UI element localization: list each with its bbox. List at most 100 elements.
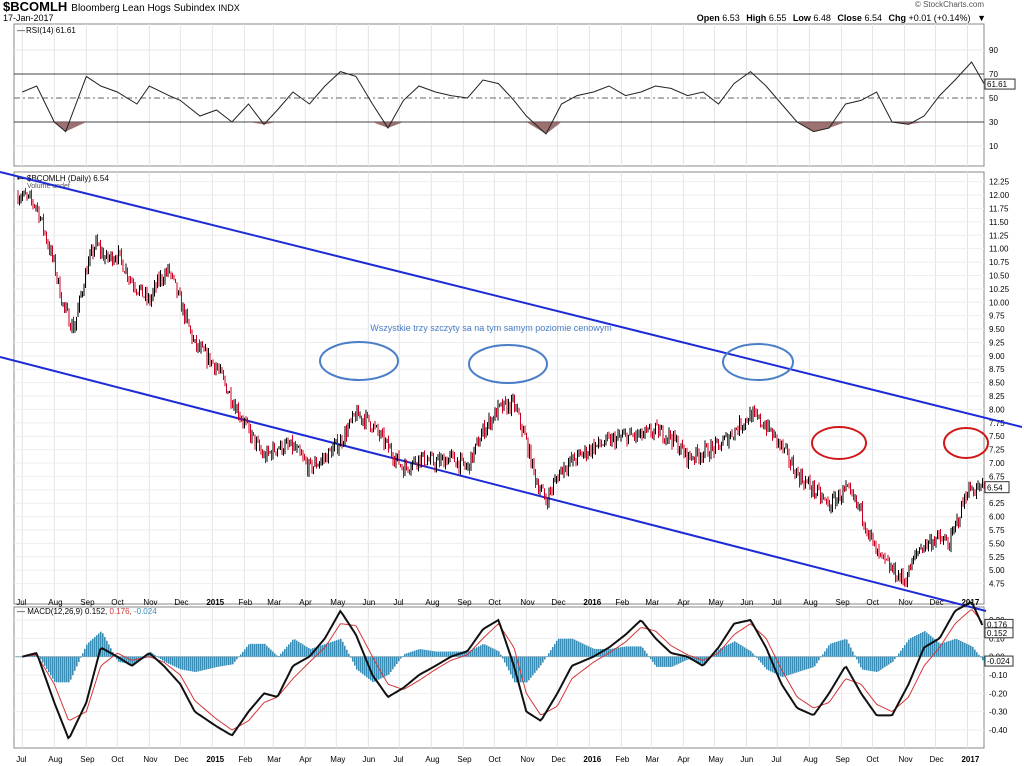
macd-histogram-bar (792, 656, 794, 674)
macd-histogram-bar (588, 646, 590, 657)
macd-histogram-bar (910, 637, 912, 657)
macd-histogram-bar (196, 656, 198, 672)
macd-histogram-bar (932, 637, 934, 657)
x-tick-label-mid: Feb (615, 598, 629, 607)
macd-histogram-bar (902, 647, 904, 657)
macd-histogram-bar (360, 656, 362, 673)
x-tick-label-mid: Dec (929, 598, 943, 607)
price-y-tick-label: 8.00 (989, 405, 1005, 414)
macd-histogram-bar (666, 656, 668, 667)
macd-histogram-bar (72, 656, 74, 676)
price-y-tick-label: 7.50 (989, 432, 1005, 441)
macd-histogram-bar (960, 640, 962, 657)
macd-histogram-bar (770, 656, 772, 672)
macd-histogram-bar (524, 656, 526, 683)
price-y-tick-label: 6.00 (989, 513, 1005, 522)
macd-histogram-bar (198, 656, 200, 672)
macd-histogram-bar (304, 645, 306, 657)
macd-histogram-bar (100, 631, 102, 657)
macd-histogram-bar (332, 641, 334, 657)
macd-histogram-bar (512, 656, 514, 679)
macd-histogram-bar (982, 656, 984, 661)
macd-histogram-bar (618, 647, 620, 657)
macd-histogram-bar (892, 656, 894, 662)
x-tick-label-bottom: 2016 (583, 755, 601, 764)
high-value: 6.55 (768, 13, 787, 23)
macd-histogram-bar (270, 649, 272, 657)
macd-histogram-bar (534, 656, 536, 673)
macd-histogram-bar (172, 656, 174, 666)
macd-histogram-bar (82, 653, 84, 657)
macd-y-tick-label: -0.20 (989, 689, 1008, 698)
x-tick-label-mid: Jul (16, 598, 26, 607)
x-tick-label-mid: Feb (238, 598, 252, 607)
price-y-tick-label: 11.50 (989, 218, 1009, 227)
macd-histogram-bar (426, 650, 428, 657)
macd-histogram-bar (554, 643, 556, 657)
macd-histogram-bar (564, 638, 566, 657)
x-tick-label-mid: Aug (48, 598, 62, 607)
macd-histogram-bar (480, 645, 482, 657)
price-y-tick-label: 7.00 (989, 459, 1005, 468)
macd-histogram-bar (890, 656, 892, 664)
macd-histogram-bar (20, 656, 22, 658)
macd-histogram-bar (218, 656, 220, 667)
resistance-highlight-ellipse (811, 426, 867, 460)
macd-histogram-bar (256, 643, 258, 657)
macd-histogram-bar (296, 640, 298, 657)
x-tick-label-mid: 2016 (583, 598, 601, 607)
x-tick-label-bottom: Apr (677, 755, 690, 764)
macd-histogram-bar (406, 653, 408, 657)
macd-histogram-bar (636, 646, 638, 657)
macd-histogram-bar (180, 656, 182, 670)
macd-histogram-bar (592, 648, 594, 657)
macd-histogram-bar (504, 656, 506, 663)
macd-histogram-bar (812, 656, 814, 668)
macd-histogram-bar (670, 656, 672, 667)
price-y-tick-label: 7.75 (989, 419, 1005, 428)
macd-histogram-bar (386, 656, 388, 676)
macd-y-tick-label: -0.10 (989, 671, 1008, 680)
macd-histogram-bar (156, 656, 158, 657)
macd-current-value-box (984, 627, 1014, 639)
macd-histogram-bar (34, 654, 36, 657)
macd-histogram-bar (620, 647, 622, 657)
macd-histogram-bar (974, 649, 976, 657)
macd-histogram-bar (220, 656, 222, 667)
macd-histogram-bar (230, 656, 232, 665)
macd-histogram-bar (746, 648, 748, 657)
macd-histogram-bar (674, 656, 676, 666)
macd-histogram-bar (232, 656, 234, 665)
x-tick-label-bottom: Apr (299, 755, 312, 764)
symbol-title: $BCOMLH Bloomberg Lean Hogs Subindex INDX (3, 0, 240, 14)
macd-histogram-bar (908, 639, 910, 657)
macd-histogram-bar (466, 651, 468, 657)
macd-histogram-bar (412, 651, 414, 657)
macd-histogram-bar (764, 656, 766, 668)
rsi-oversold-fill (526, 122, 562, 134)
price-y-tick-label: 9.25 (989, 338, 1005, 347)
macd-title-part: 0.176, (110, 607, 134, 616)
open-label: Open (696, 13, 720, 23)
macd-histogram-bar (862, 656, 864, 670)
x-tick-label-bottom: Oct (111, 755, 124, 764)
macd-histogram-bar (846, 639, 848, 657)
macd-histogram-bar (874, 656, 876, 672)
macd-histogram-bar (640, 646, 642, 657)
macd-histogram-bar (242, 651, 244, 657)
x-tick-label-bottom: Jul (16, 755, 26, 764)
macd-histogram-bar (738, 643, 740, 657)
macd-histogram-bar (380, 656, 382, 679)
macd-histogram-bar (854, 655, 856, 657)
macd-histogram-bar (182, 656, 184, 670)
price-y-tick-label: 9.00 (989, 352, 1005, 361)
macd-histogram-bar (76, 656, 78, 667)
high-label: High (746, 13, 767, 23)
macd-histogram-bar (882, 656, 884, 669)
macd-histogram-bar (520, 656, 522, 683)
x-tick-label-mid: Jun (740, 598, 753, 607)
price-annotation: Wszystkie trzy szczyty sa na tym samym p… (370, 323, 612, 333)
macd-histogram-bar (630, 646, 632, 657)
macd-histogram-bar (790, 656, 792, 675)
macd-histogram-bar (726, 645, 728, 657)
